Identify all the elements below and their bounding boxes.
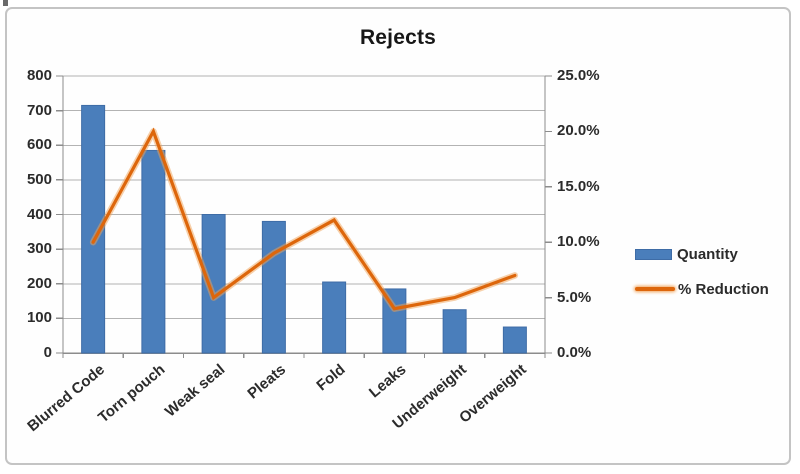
reduction-line[interactable]	[91, 127, 517, 311]
bar-underweight[interactable]	[442, 309, 467, 354]
chart-frame: Rejects Quantity % Reduction	[5, 7, 791, 465]
screen-edge-artifact	[3, 0, 8, 6]
chart-legend: Quantity % Reduction	[635, 243, 800, 313]
right-axis-label: 5.0%	[557, 288, 592, 306]
left-axis-label: 100	[26, 309, 52, 327]
reduction-line-swatch-icon	[635, 287, 675, 291]
left-axis-label: 700	[26, 101, 52, 119]
right-axis-label: 25.0%	[557, 67, 600, 84]
right-axis-label: 0.0%	[557, 344, 592, 361]
left-axis-label: 600	[26, 136, 52, 154]
left-axis-label: 400	[26, 205, 52, 223]
left-axis-label: 200	[26, 274, 52, 292]
right-axis-label: 15.0%	[557, 177, 600, 195]
bar-pleats[interactable]	[261, 220, 286, 354]
bar-overweight[interactable]	[502, 326, 527, 354]
left-axis-label: 300	[26, 240, 52, 258]
legend-label-quantity: Quantity	[677, 245, 738, 263]
bar-weak-seal[interactable]	[201, 214, 226, 354]
right-axis-label: 10.0%	[557, 233, 600, 251]
chart-title: Rejects	[359, 26, 437, 49]
legend-label-reduction: % Reduction	[678, 280, 769, 298]
quantity-swatch-icon	[635, 248, 672, 260]
bar-torn-pouch[interactable]	[141, 149, 166, 354]
left-axis-label: 0	[43, 344, 52, 361]
legend-item-quantity[interactable]: Quantity	[635, 243, 800, 265]
right-axis-label: 20.0%	[557, 122, 600, 140]
legend-item-reduction[interactable]: % Reduction	[635, 278, 800, 300]
bar-fold[interactable]	[322, 281, 347, 354]
left-axis-label: 800	[26, 67, 52, 84]
left-axis-label: 500	[26, 170, 52, 188]
bar-blurred-code[interactable]	[81, 104, 106, 354]
